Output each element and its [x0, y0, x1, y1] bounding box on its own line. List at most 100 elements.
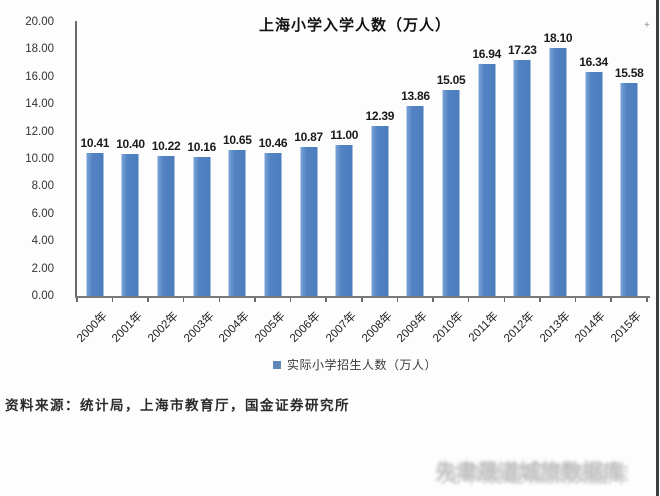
bar-slot-2000年: 10.41	[77, 22, 113, 296]
bar-2015年	[620, 83, 638, 296]
bar-slot-2015年: 15.58	[611, 22, 647, 296]
bar-value-label: 10.46	[258, 136, 288, 150]
bar-slot-2002年: 10.22	[148, 22, 184, 296]
bar-slot-2011年: 16.94	[469, 22, 505, 296]
x-tick-mark	[574, 298, 577, 302]
x-tick-label: 2010年	[430, 310, 466, 345]
bar-value-label: 15.05	[436, 73, 466, 87]
y-tick-label: 12.00	[25, 125, 54, 138]
x-axis-tick-marks	[76, 298, 648, 303]
x-tick-label: 2009年	[395, 310, 431, 345]
bar-value-label: 12.39	[365, 109, 395, 123]
legend: 实际小学招生人数（万人）	[75, 356, 635, 373]
x-tick-label: 2005年	[252, 310, 288, 345]
x-tick-mark	[503, 298, 505, 302]
screenshot-edge-line	[656, 0, 659, 496]
bar-value-label: 10.22	[151, 139, 181, 153]
bar-value-label: 10.16	[187, 140, 216, 154]
x-tick-mark	[289, 298, 292, 302]
x-tick-label: 2013年	[537, 310, 573, 345]
bar-slot-2009年: 13.86	[398, 22, 434, 296]
y-tick-label: 8.00	[31, 180, 54, 193]
x-tick-mark	[539, 298, 541, 302]
bar-slot-2010年: 15.05	[433, 22, 469, 296]
bar-2006年	[300, 147, 318, 296]
x-tick-mark	[396, 298, 399, 302]
x-tick-label: 2014年	[573, 310, 609, 345]
bar-2011年	[478, 64, 496, 296]
x-tick-mark	[147, 298, 149, 302]
plot-area: 10.41 10.40 10.22 10.16 10.65 10.46 10.87 11.00…	[77, 22, 647, 296]
bar-2009年	[406, 106, 424, 296]
bar-2003年	[193, 157, 211, 296]
x-tick-label: 2003年	[181, 310, 217, 345]
x-tick-mark	[76, 298, 78, 302]
bar-slot-2003年: 10.16	[184, 22, 220, 296]
x-tick-mark	[467, 298, 470, 302]
bar-value-label: 18.10	[543, 31, 573, 45]
x-tick-mark	[111, 298, 114, 302]
bar-2007年	[335, 145, 353, 296]
bar-2012年	[513, 60, 531, 296]
bar-slot-2001年: 10.40	[113, 22, 149, 296]
y-tick-label: 20.00	[25, 16, 54, 28]
chart-title: 上海小学入学人数（万人）	[258, 17, 451, 34]
x-tick-label: 2008年	[359, 310, 395, 345]
legend-swatch-icon	[272, 360, 281, 369]
x-tick-mark	[646, 298, 648, 302]
x-tick-label: 2002年	[145, 310, 181, 345]
enrollment-bar-chart: 上海小学入学人数（万人） 20.00 18.00 16.00 14.00 12.00 10…	[25, 16, 650, 373]
bar-slot-2014年: 16.34	[576, 22, 612, 296]
x-tick-mark	[610, 298, 612, 302]
bar-2008年	[371, 126, 389, 296]
x-tick-mark	[218, 298, 220, 302]
bar-2014年	[585, 72, 603, 296]
watermark-text-layer: 先聿晟道城旅数据库	[435, 460, 624, 484]
x-tick-label: 2004年	[217, 310, 252, 345]
bar-value-label: 13.86	[401, 89, 430, 103]
bar-value-label: 10.65	[223, 133, 252, 147]
bar-slot-2006年: 10.87	[291, 22, 327, 296]
x-tick-label: 2001年	[110, 310, 146, 345]
x-tick-label: 2000年	[74, 310, 110, 345]
y-tick-label: 18.00	[25, 43, 54, 56]
bar-slot-2004年: 10.65	[220, 22, 256, 296]
x-tick-mark	[361, 298, 363, 302]
x-tick-label: 2011年	[467, 310, 502, 345]
bar-slot-2013年: 18.10	[540, 22, 576, 296]
y-tick-label: 4.00	[31, 235, 54, 248]
bar-value-label: 10.87	[294, 130, 323, 144]
bar-value-label: 11.00	[330, 128, 359, 142]
bar-2010年	[442, 90, 460, 296]
y-tick-label: 10.00	[25, 153, 54, 165]
bar-slot-2007年: 11.00	[326, 22, 362, 296]
bar-2001年	[121, 154, 139, 296]
x-tick-label: 2015年	[609, 310, 644, 345]
bar-slot-2008年: 12.39	[362, 22, 398, 296]
x-tick-mark	[254, 298, 256, 302]
x-tick-label: 2007年	[324, 310, 359, 345]
bar-2002年	[157, 156, 175, 296]
bar-2000年	[86, 153, 104, 296]
y-axis-line	[75, 21, 77, 297]
bar-2005年	[264, 153, 282, 296]
bar-slot-2012年: 17.23	[505, 22, 541, 296]
y-tick-label: 14.00	[25, 98, 54, 111]
bar-value-label: 17.23	[508, 43, 537, 57]
bar-value-label: 10.41	[80, 136, 110, 150]
bar-2013年	[549, 48, 567, 296]
x-tick-mark	[432, 298, 434, 302]
bar-value-label: 15.58	[614, 66, 644, 80]
source-note: 资料来源：统计局，上海市教育厅，国金证券研究所	[5, 398, 350, 413]
y-tick-label: 0.00	[31, 290, 54, 302]
x-tick-mark	[182, 298, 185, 302]
x-tick-label: 2012年	[502, 310, 537, 345]
bar-value-label: 16.94	[472, 47, 501, 61]
y-tick-label: 2.00	[31, 262, 54, 275]
x-tick-label: 2006年	[288, 310, 324, 345]
y-tick-label: 6.00	[31, 207, 54, 220]
watermark: 先聿晟道城旅数据库 先聿晟道城旅数据库	[435, 446, 650, 492]
bar-2004年	[228, 150, 246, 296]
plus-artifact: +	[644, 20, 650, 31]
